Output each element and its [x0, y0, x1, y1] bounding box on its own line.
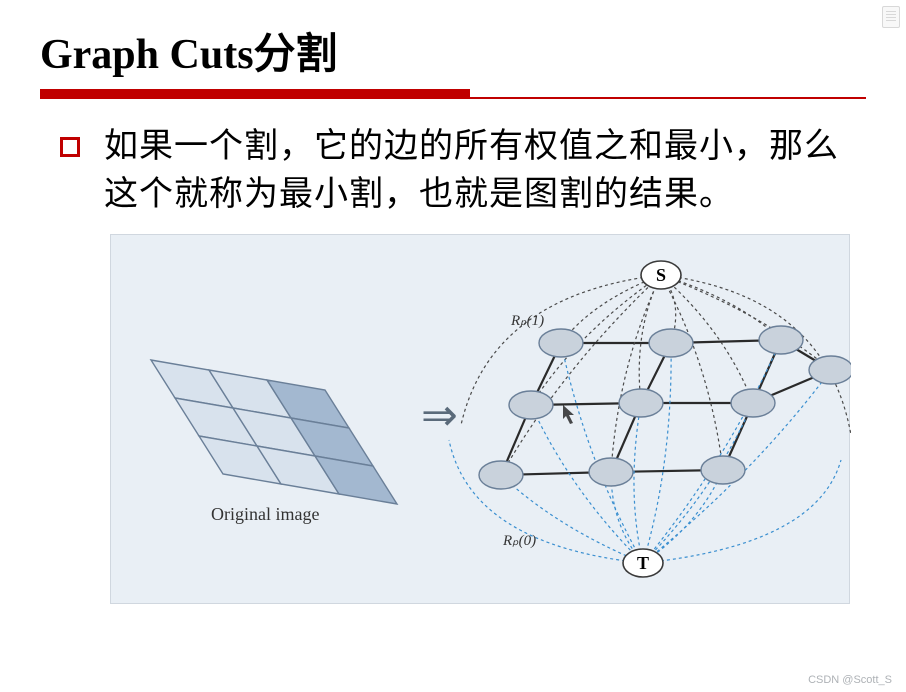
- svg-text:Rₚ(1): Rₚ(1): [510, 313, 544, 329]
- square-bullet-icon: [60, 137, 80, 157]
- svg-text:⇒: ⇒: [421, 391, 458, 440]
- slide-title: Graph Cuts分割: [40, 20, 866, 81]
- svg-text:Rₚ(0): Rₚ(0): [502, 533, 536, 549]
- svg-text:Original image: Original image: [211, 504, 319, 524]
- notes-icon: [882, 6, 900, 28]
- bullet-text: 如果一个割，它的边的所有权值之和最小，那么这个就称为最小割，也就是图割的结果。: [104, 123, 866, 218]
- bullet-row: 如果一个割，它的边的所有权值之和最小，那么这个就称为最小割，也就是图割的结果。: [40, 123, 866, 218]
- diagram-svg: Original image ⇒ S T Rₚ(1) Rₚ(0): [111, 235, 851, 605]
- svg-text:S: S: [656, 265, 666, 285]
- watermark: CSDN @Scott_S: [808, 674, 892, 686]
- title-underline: [40, 89, 866, 99]
- graph-cuts-diagram: Original image ⇒ S T Rₚ(1) Rₚ(0): [110, 234, 850, 604]
- svg-text:T: T: [637, 553, 649, 573]
